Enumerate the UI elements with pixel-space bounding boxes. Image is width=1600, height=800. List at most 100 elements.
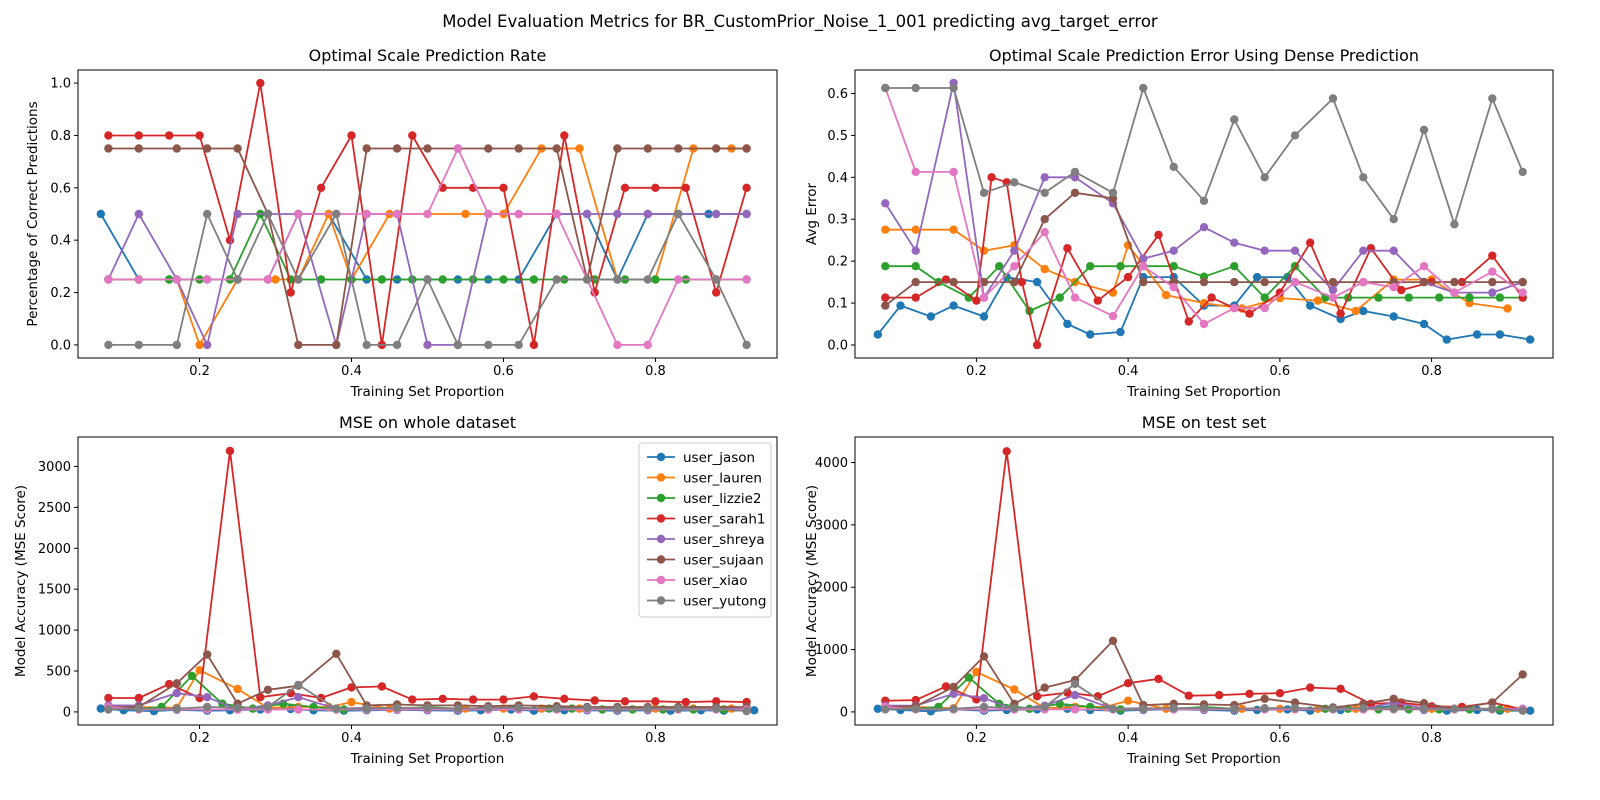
data-point (1328, 704, 1338, 713)
data-point (104, 340, 113, 350)
data-point (1290, 277, 1300, 287)
data-point (134, 209, 143, 219)
data-point (911, 277, 920, 287)
data-point (1351, 306, 1360, 316)
data-point (134, 693, 143, 703)
data-point (392, 340, 402, 350)
data-point (1010, 246, 1019, 255)
data-point (1503, 304, 1512, 313)
data-point (613, 209, 622, 219)
data-point (681, 697, 690, 707)
data-point (1169, 246, 1178, 255)
data-point (263, 275, 273, 284)
data-point (1359, 704, 1368, 713)
data-point (1199, 319, 1209, 329)
data-point (332, 649, 341, 658)
data-point (1169, 283, 1178, 292)
legend-item: user_lizzie2 (647, 491, 762, 507)
data-point (972, 296, 981, 305)
chart-title: Optimal Scale Prediction Error Using Den… (989, 46, 1419, 65)
data-point (377, 275, 387, 284)
data-point (964, 293, 973, 302)
data-point (499, 183, 508, 192)
data-point (620, 183, 630, 192)
data-point (347, 697, 356, 707)
x-axis-label: Training Set Proportion (1126, 384, 1281, 400)
data-point (134, 144, 143, 153)
data-point (712, 144, 721, 153)
data-point (1419, 319, 1429, 329)
data-point (1161, 290, 1171, 300)
legend-label: user_xiao (683, 573, 747, 589)
data-point (1419, 262, 1429, 271)
data-point (514, 703, 523, 712)
data-point (1040, 228, 1049, 237)
data-point (203, 144, 212, 153)
data-point (529, 275, 539, 284)
data-point (1359, 246, 1368, 255)
data-point (1010, 178, 1019, 187)
data-point (1116, 327, 1125, 337)
x-axis-label: Training Set Proportion (350, 751, 505, 767)
data-point (552, 704, 561, 713)
y-tick-label: 500 (46, 665, 71, 680)
data-point (1010, 277, 1019, 287)
data-point (408, 131, 417, 140)
data-point (911, 246, 920, 255)
data-point (742, 183, 751, 192)
legend-label: user_lizzie2 (683, 491, 762, 507)
y-tick-label: 0.4 (827, 171, 848, 186)
data-point (134, 131, 143, 140)
legend-item: user_sujaan (647, 553, 764, 569)
data-point (1518, 706, 1527, 715)
y-tick-label: 0 (840, 705, 848, 720)
series-line (108, 147, 747, 346)
data-point (651, 275, 660, 284)
data-point (911, 262, 920, 271)
data-point (1199, 223, 1209, 232)
data-point (1230, 262, 1239, 271)
data-point (1108, 636, 1118, 645)
axes-frame (77, 436, 778, 726)
data-point (294, 693, 303, 702)
chart-title: Optimal Scale Prediction Rate (309, 46, 547, 65)
data-point (1290, 131, 1300, 140)
y-tick-label: 1.0 (50, 77, 71, 92)
data-point (263, 702, 273, 712)
data-point (1260, 277, 1269, 287)
data-point (1139, 83, 1148, 93)
data-point (1207, 293, 1216, 302)
data-point (552, 144, 561, 153)
data-point (316, 275, 326, 284)
data-point (96, 209, 106, 219)
series-user-lauren (104, 144, 751, 350)
data-point (712, 288, 721, 297)
data-point (1230, 303, 1239, 313)
data-point (964, 673, 973, 682)
legend-label: user_sujaan (683, 553, 764, 569)
chart-title: MSE on whole dataset (339, 413, 516, 432)
data-point (1260, 293, 1269, 302)
y-tick-label: 2000 (815, 581, 848, 596)
y-tick-label: 0.3 (827, 213, 848, 228)
data-point (1245, 689, 1254, 698)
data-point (1306, 238, 1315, 247)
data-point (134, 340, 143, 350)
data-point (172, 144, 181, 153)
data-point (332, 704, 341, 713)
data-point (1260, 173, 1269, 182)
data-point (1389, 704, 1398, 713)
series-group (873, 447, 1535, 716)
data-point (484, 209, 493, 219)
data-point (1245, 309, 1254, 318)
data-point (873, 704, 882, 713)
data-point (263, 209, 273, 219)
y-tick-label: 0.0 (827, 339, 848, 354)
data-point (1488, 288, 1497, 297)
x-tick-label: 0.4 (1118, 731, 1139, 746)
data-point (1397, 285, 1406, 295)
data-point (1290, 704, 1300, 713)
data-point (1040, 264, 1049, 274)
data-point (499, 695, 508, 704)
data-point (1488, 698, 1497, 707)
